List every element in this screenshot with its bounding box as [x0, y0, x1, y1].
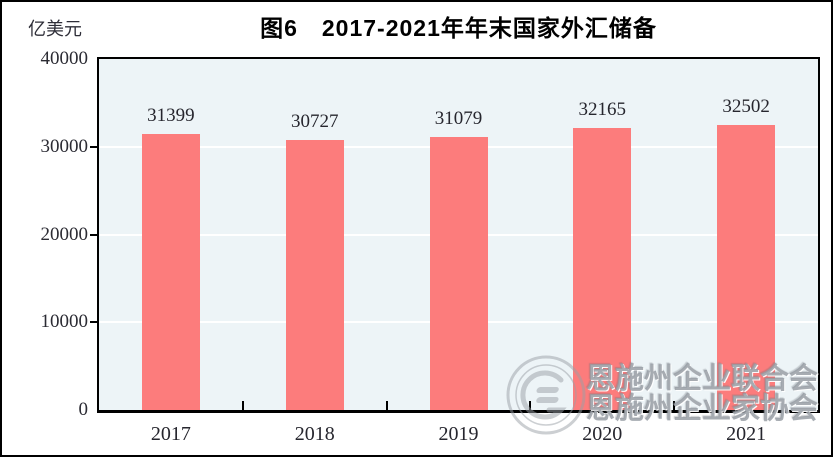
bar-value-label-2020: 32165 — [578, 98, 627, 120]
y-axis-tick-30000 — [90, 145, 98, 148]
x-tick-label-2017: 2017 — [150, 423, 191, 445]
chart-title: 图6 2017-2021年年末国家外汇储备 — [260, 15, 657, 41]
x-tick-label-2021: 2021 — [726, 423, 767, 445]
x-tick-label-2020: 2020 — [582, 423, 623, 445]
x-axis-boundary-tick-2 — [385, 401, 388, 410]
bar-2017 — [141, 134, 200, 410]
bar-2018 — [285, 140, 344, 410]
plot-area: 0 10000 20000 30000 40000 31399 2017 30727 2018 3… — [41, 48, 820, 445]
y-tick-label-30000: 30000 — [40, 135, 89, 157]
bar-value-label-2018: 30727 — [290, 111, 339, 133]
y-axis-tick-20000 — [90, 233, 98, 236]
x-tick-label-2018: 2018 — [294, 423, 335, 445]
y-axis-unit-label: 亿美元 — [28, 19, 82, 39]
y-tick-label-0: 0 — [78, 399, 89, 420]
y-tick-label-20000: 20000 — [40, 223, 89, 245]
y-tick-label-10000: 10000 — [40, 311, 89, 333]
bar-2019 — [429, 137, 488, 410]
x-tick-label-2019: 2019 — [438, 423, 479, 445]
bar-value-label-2017: 31399 — [147, 105, 195, 127]
y-tick-label-40000: 40000 — [40, 48, 89, 69]
bar-value-label-2021: 32502 — [722, 95, 770, 117]
x-axis-boundary-tick-4 — [673, 401, 676, 410]
bar-2021 — [717, 124, 776, 410]
bar-value-label-2019: 31079 — [434, 108, 483, 130]
bar-2020 — [573, 127, 632, 410]
x-axis-boundary-tick-3 — [529, 401, 532, 410]
y-axis-tick-10000 — [90, 321, 98, 324]
x-axis-boundary-tick-1 — [241, 401, 244, 410]
